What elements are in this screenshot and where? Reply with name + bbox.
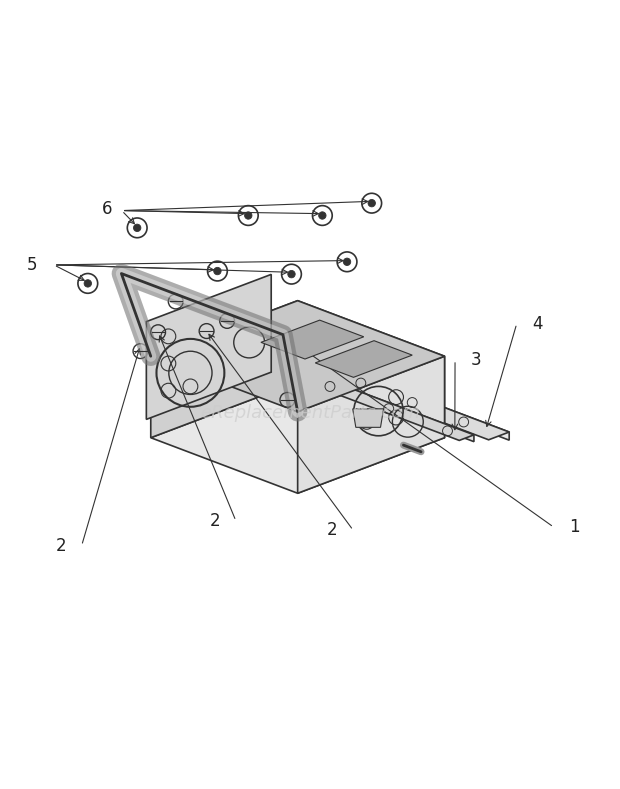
Polygon shape xyxy=(306,363,509,439)
Polygon shape xyxy=(151,382,445,493)
Circle shape xyxy=(133,224,141,231)
Text: eReplacementParts.com: eReplacementParts.com xyxy=(200,404,420,422)
Text: 4: 4 xyxy=(532,315,542,332)
Polygon shape xyxy=(327,363,509,440)
Text: 2: 2 xyxy=(327,522,338,540)
Text: 6: 6 xyxy=(102,200,112,219)
Circle shape xyxy=(84,279,92,287)
Text: 2: 2 xyxy=(210,512,221,530)
Text: 5: 5 xyxy=(27,256,37,274)
Circle shape xyxy=(244,211,252,219)
Polygon shape xyxy=(353,409,384,428)
Polygon shape xyxy=(151,301,298,438)
Circle shape xyxy=(319,211,326,219)
Polygon shape xyxy=(316,341,412,377)
Polygon shape xyxy=(261,320,364,359)
Polygon shape xyxy=(298,301,445,438)
Polygon shape xyxy=(298,356,445,493)
Polygon shape xyxy=(151,301,445,412)
Circle shape xyxy=(343,258,351,266)
Text: 2: 2 xyxy=(56,537,66,555)
Circle shape xyxy=(288,271,295,278)
Text: 3: 3 xyxy=(471,351,481,369)
Polygon shape xyxy=(312,374,474,442)
Circle shape xyxy=(214,267,221,275)
Circle shape xyxy=(368,200,376,207)
Polygon shape xyxy=(146,275,271,420)
Polygon shape xyxy=(298,374,474,440)
Text: 1: 1 xyxy=(569,518,580,537)
